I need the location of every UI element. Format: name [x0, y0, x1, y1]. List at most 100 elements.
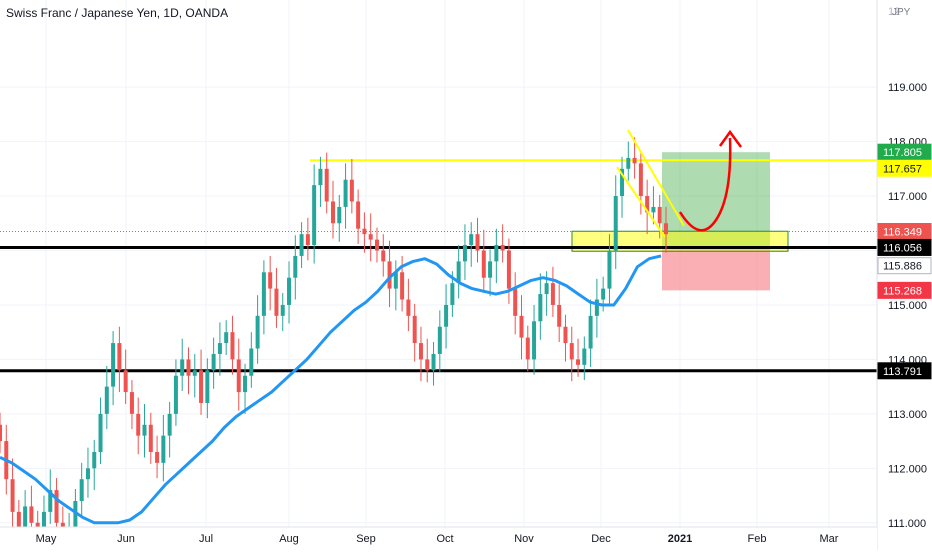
flag-line-lower: [616, 166, 666, 238]
candle: [331, 180, 335, 239]
candle-body: [400, 272, 405, 300]
candle: [632, 137, 637, 179]
candle-body: [136, 413, 141, 436]
price-label-support-upper: 116.056: [877, 238, 932, 256]
candle: [456, 245, 461, 299]
candle: [211, 337, 216, 389]
y-tick-label: 117.000: [888, 191, 927, 203]
candle-body: [594, 299, 599, 316]
candle: [255, 295, 260, 364]
candle-body: [664, 223, 668, 235]
candle: [437, 310, 442, 373]
candle: [607, 234, 612, 304]
candle: [268, 255, 273, 311]
candle-body: [199, 370, 204, 403]
candle: [519, 295, 524, 360]
price-label-resistance: 117.657: [877, 159, 932, 177]
price-label-box: [877, 257, 932, 275]
candle: [324, 152, 329, 214]
candle-body: [406, 299, 411, 316]
x-tick-label: Dec: [591, 533, 611, 545]
candle: [117, 326, 122, 393]
price-label-last: 116.349: [877, 222, 932, 240]
candle-body: [48, 490, 53, 512]
candle: [557, 284, 562, 342]
candle-body: [23, 506, 28, 529]
candle-body: [387, 261, 392, 289]
candle: [318, 156, 323, 207]
candle: [299, 222, 304, 268]
candle-body: [431, 353, 436, 371]
candle-body: [230, 332, 235, 360]
candle-body: [437, 326, 442, 354]
candle: [638, 151, 643, 215]
candle-body: [274, 288, 279, 316]
candle: [494, 228, 499, 284]
candle-body: [418, 343, 423, 360]
candle-body: [129, 392, 134, 414]
candle: [481, 229, 486, 293]
candle-body: [98, 413, 103, 452]
candle-body: [374, 239, 379, 251]
stop-zone: [662, 247, 770, 291]
candle-body: [148, 424, 153, 452]
arrow-head: [718, 129, 743, 148]
candle-body: [412, 315, 417, 344]
candle-body: [324, 168, 329, 202]
candle-body: [513, 288, 518, 316]
candle: [236, 338, 241, 411]
x-tick-label: May: [36, 533, 57, 545]
candle-body: [494, 245, 499, 262]
candle: [217, 322, 222, 376]
y-tick-label-partial: 12: [888, 6, 900, 18]
candle: [374, 227, 379, 263]
currency-label: JPY: [892, 7, 911, 18]
candle: [393, 260, 398, 311]
x-tick-label: Jul: [199, 533, 213, 545]
candle: [111, 331, 116, 406]
candle: [626, 141, 631, 181]
candle: [85, 447, 90, 498]
candle: [243, 363, 248, 414]
x-tick-label: Mar: [820, 533, 839, 545]
candle-body: [393, 272, 398, 289]
chart-title: Swiss Franc / Japanese Yen, 1D, OANDA: [6, 6, 229, 20]
price-label-box: [877, 238, 932, 256]
candle: [356, 189, 361, 244]
candle: [224, 320, 229, 356]
candle: [79, 462, 84, 517]
candle-body: [186, 359, 191, 376]
candle-body: [450, 283, 455, 305]
candle-body: [305, 234, 310, 246]
candle: [287, 261, 292, 324]
candle: [613, 175, 618, 270]
candle-body: [576, 359, 581, 365]
price-label-text: 117.657: [883, 163, 922, 175]
candle-body: [249, 348, 254, 376]
candle-body: [645, 196, 650, 213]
candle-body: [349, 179, 354, 202]
candle-body: [255, 315, 260, 349]
candle: [148, 412, 153, 464]
candle: [199, 349, 204, 415]
candle: [594, 278, 599, 338]
candle: [500, 224, 505, 263]
candle-body: [243, 375, 248, 393]
candle-body: [456, 261, 461, 284]
candle-body: [632, 157, 637, 164]
candle: [173, 359, 178, 426]
candle-body: [29, 506, 34, 523]
candle: [123, 349, 128, 405]
candle: [664, 206, 668, 253]
price-label-text: 115.886: [883, 261, 922, 273]
time-axis: [0, 527, 877, 550]
candle-body: [607, 250, 612, 289]
candle: [343, 163, 348, 229]
x-tick-label: Aug: [279, 533, 299, 545]
candle: [425, 338, 430, 383]
candle-body: [236, 359, 241, 393]
candle-body: [217, 343, 222, 354]
candle: [381, 234, 386, 277]
